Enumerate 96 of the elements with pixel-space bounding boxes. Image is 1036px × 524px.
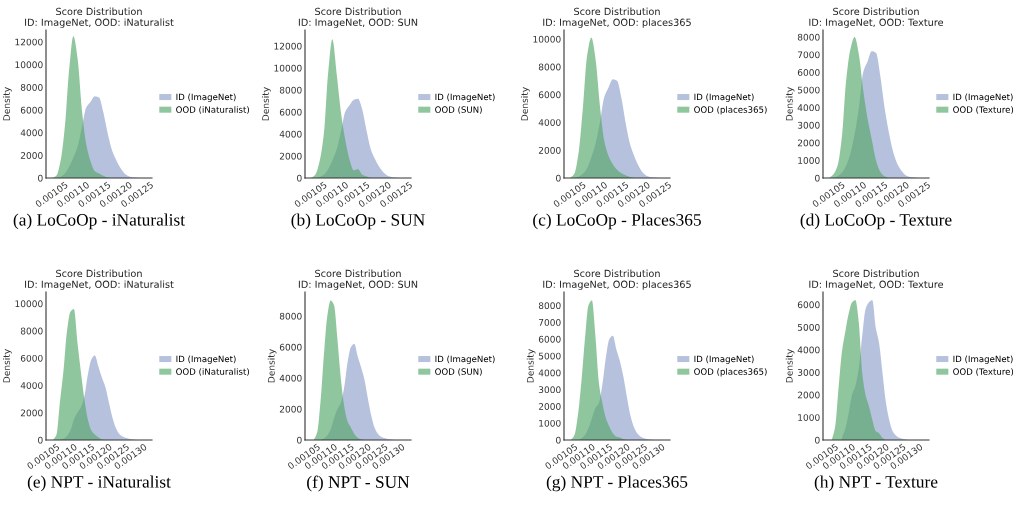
legend-label: ID (ImageNet) — [435, 93, 495, 102]
y-tick-label: 4000 — [279, 130, 302, 138]
chart-title: Score Distribution ID: ImageNet, OOD: SUN — [298, 269, 418, 290]
y-tick-label: 4000 — [797, 104, 820, 112]
chart-title: Score Distribution ID: ImageNet, OOD: Texture — [809, 269, 944, 290]
y-tick-label: 1000 — [798, 157, 820, 164]
x-axis-title: (e) NPT - iNaturalist — [27, 475, 171, 492]
x-axis-title: (g) NPT - Places365 — [546, 475, 688, 492]
chart-title: Score Distribution ID: ImageNet, OOD: places365 — [543, 269, 691, 290]
legend-label: ID (ImageNet) — [435, 355, 495, 364]
y-tick-label: 8000 — [20, 84, 43, 91]
chart-title: Score Distribution ID: ImageNet, OOD: iNaturalist — [25, 7, 174, 28]
y-tick-label: 10000 — [15, 61, 43, 69]
y-tick-label: 2000 — [279, 152, 302, 160]
y-tick-label: 7000 — [538, 319, 561, 326]
y-tick-label: 3000 — [538, 386, 561, 394]
x-axis-title: (d) LoCoOp - Texture — [800, 213, 952, 230]
chart-title: Score Distribution ID: ImageNet, OOD: places365 — [543, 7, 691, 28]
y-axis-title: Density — [526, 349, 536, 383]
y-axis-title: Density — [520, 87, 530, 121]
y-tick-label: 8000 — [20, 327, 43, 335]
x-axis-title: (b) LoCoOp - SUN — [291, 213, 425, 230]
y-tick-label: 6000 — [20, 106, 43, 114]
legend-label: ID (ImageNet) — [694, 93, 754, 102]
y-axis-title: Density — [267, 349, 277, 383]
y-tick-label: 8000 — [279, 312, 302, 320]
y-tick-label: 4000 — [279, 374, 302, 382]
y-tick-label: 6000 — [20, 354, 43, 362]
y-tick-label: 8000 — [538, 302, 561, 310]
legend-label: OOD (Texture) — [953, 368, 1014, 376]
y-tick-label: 4000 — [797, 346, 820, 354]
y-tick-label: 2000 — [20, 152, 43, 159]
y-tick-label: 12000 — [15, 38, 43, 46]
y-tick-label: 8000 — [279, 86, 302, 94]
legend-label: OOD (iNaturalist) — [176, 368, 249, 376]
legend-label: OOD (iNaturalist) — [176, 106, 249, 114]
y-tick-label: 2000 — [797, 391, 820, 399]
legend-label: ID (ImageNet) — [176, 93, 236, 102]
y-tick-label: 10000 — [533, 35, 561, 43]
y-tick-label: 5000 — [797, 86, 820, 94]
y-tick-label: 6000 — [279, 108, 302, 116]
y-tick-label: 2000 — [538, 403, 561, 410]
y-tick-label: 6000 — [279, 343, 302, 351]
chart-title: Score Distribution ID: ImageNet, OOD: Texture — [809, 7, 944, 28]
y-tick-label: 0 — [556, 436, 561, 444]
legend-label: ID (ImageNet) — [953, 93, 1013, 102]
legend-label: OOD (places365) — [694, 106, 767, 115]
y-tick-label: 0 — [556, 174, 561, 182]
y-tick-label: 4000 — [20, 129, 43, 137]
y-axis-title: Density — [2, 349, 12, 383]
y-tick-label: 4000 — [538, 369, 561, 377]
y-tick-label: 0 — [38, 436, 43, 444]
y-tick-label: 0 — [297, 174, 302, 182]
y-tick-label: 2000 — [279, 405, 302, 413]
chart-title: Score Distribution ID: ImageNet, OOD: SUN — [298, 7, 418, 28]
y-tick-label: 3000 — [797, 121, 820, 129]
y-axis-title: Density — [785, 87, 795, 121]
y-tick-label: 6000 — [538, 335, 561, 343]
y-tick-label: 0 — [38, 174, 43, 182]
y-tick-label: 2000 — [538, 146, 561, 154]
y-tick-label: 8000 — [797, 33, 820, 41]
y-tick-label: 8000 — [538, 63, 561, 71]
y-tick-label: 0 — [297, 436, 302, 444]
y-tick-label: 1000 — [539, 419, 561, 427]
legend-label: OOD (places365) — [694, 368, 767, 377]
y-tick-label: 6000 — [797, 301, 820, 309]
legend-label: OOD (SUN) — [435, 368, 482, 376]
y-tick-label: 1000 — [798, 414, 820, 421]
y-tick-label: 2000 — [20, 409, 43, 417]
y-tick-label: 5000 — [538, 352, 561, 360]
legend-label: ID (ImageNet) — [694, 355, 754, 364]
y-tick-label: 0 — [815, 174, 820, 182]
y-tick-label: 7000 — [797, 51, 820, 59]
x-axis-title: (h) NPT - Texture — [814, 475, 938, 492]
legend-label: ID (ImageNet) — [953, 355, 1013, 364]
x-axis-title: (f) NPT - SUN — [307, 475, 410, 492]
y-tick-label: 3000 — [797, 369, 820, 376]
y-tick-label: 2000 — [797, 139, 820, 147]
y-tick-label: 6000 — [797, 69, 820, 76]
x-axis-title: (c) LoCoOp - Places365 — [533, 213, 701, 230]
y-tick-label: 10000 — [274, 64, 302, 72]
legend-label: ID (ImageNet) — [176, 355, 236, 364]
y-tick-label: 6000 — [538, 91, 561, 99]
y-tick-label: 5000 — [797, 323, 820, 331]
y-axis-title: Density — [2, 87, 12, 121]
y-tick-label: 0 — [815, 436, 820, 444]
y-axis-title: Density — [785, 349, 795, 383]
chart-title: Score Distribution ID: ImageNet, OOD: iNaturalist — [25, 269, 174, 290]
legend-label: OOD (Texture) — [953, 106, 1014, 114]
y-tick-label: 4000 — [20, 382, 43, 389]
y-tick-label: 10000 — [15, 300, 43, 308]
x-axis-title: (a) LoCoOp - iNaturalist — [13, 213, 185, 230]
legend-label: OOD (SUN) — [435, 106, 482, 114]
y-axis-title: Density — [261, 87, 271, 121]
y-tick-label: 12000 — [274, 42, 302, 50]
y-tick-label: 4000 — [538, 119, 561, 126]
